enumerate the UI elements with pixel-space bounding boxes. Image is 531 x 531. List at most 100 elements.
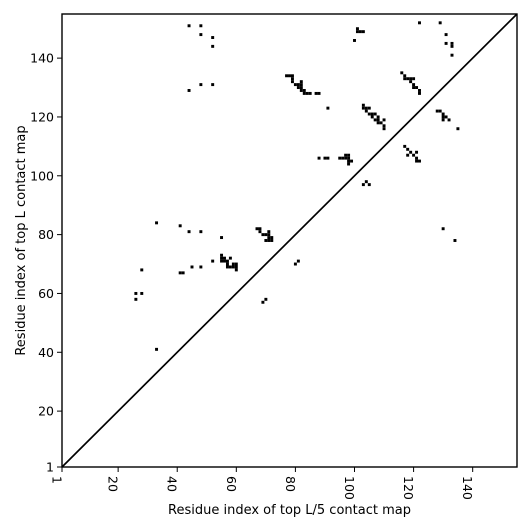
contact-point [290, 80, 294, 84]
contact-point [178, 271, 182, 275]
contact-point [341, 156, 345, 160]
contact-point [267, 233, 271, 237]
contact-point [199, 83, 203, 87]
contact-point [376, 118, 380, 122]
contact-point [358, 30, 362, 34]
contact-point [228, 265, 232, 269]
contact-point [438, 109, 442, 113]
contact-point [444, 41, 448, 45]
x-tick-label: 40 [165, 476, 180, 492]
contact-point [134, 291, 138, 295]
contact-point [155, 221, 159, 225]
contact-point [261, 300, 265, 304]
contact-point [438, 21, 442, 25]
contact-point [187, 89, 191, 92]
contact-point [361, 183, 365, 187]
contact-point [347, 153, 351, 157]
contact-point [347, 159, 351, 163]
contact-point [350, 159, 354, 163]
contact-point [453, 239, 457, 242]
contact-point [290, 74, 294, 78]
contact-point [361, 30, 365, 34]
contact-point [344, 153, 348, 157]
contact-point [293, 262, 297, 266]
contact-point [299, 83, 303, 87]
contact-point [299, 86, 303, 90]
contact-point [406, 147, 410, 151]
contact-point [444, 33, 448, 37]
contact-point [270, 236, 274, 240]
contact-point [382, 118, 386, 122]
contact-point [326, 156, 330, 160]
contact-point [305, 91, 309, 95]
x-axis-label: Residue index of top L/5 contact map [168, 503, 411, 518]
contact-point [409, 77, 413, 81]
contact-point [199, 265, 203, 269]
contact-point [364, 106, 368, 110]
contact-point [296, 83, 300, 87]
contact-point [140, 291, 144, 295]
contact-point [308, 91, 312, 95]
contact-point [220, 253, 224, 257]
contact-point [373, 118, 377, 122]
diagonal-line [61, 13, 518, 468]
contact-point [367, 183, 371, 187]
contact-point [373, 112, 377, 116]
contact-point [412, 86, 416, 90]
contact-point [415, 150, 419, 154]
contact-point [220, 256, 224, 260]
contact-point [403, 144, 407, 148]
contact-point [323, 156, 327, 160]
contact-point [347, 162, 351, 166]
contact-point [435, 109, 439, 113]
contact-point [355, 30, 359, 34]
contact-point [225, 259, 229, 263]
contact-point [412, 77, 416, 81]
contact-point [211, 259, 215, 263]
contact-point [290, 77, 294, 81]
contact-point [382, 127, 386, 131]
contact-point [367, 112, 371, 116]
contact-point [412, 153, 416, 157]
contact-point [355, 27, 359, 31]
contact-point [231, 265, 235, 269]
y-axis-label: Residue index of top L contact map [14, 125, 29, 355]
contact-point [211, 83, 215, 87]
contact-point [364, 180, 368, 184]
contact-point [456, 127, 460, 131]
contact-point [347, 156, 351, 160]
y-tick-label: 80 [38, 227, 54, 242]
contact-point [409, 80, 413, 84]
contact-point [267, 239, 271, 242]
contact-point [450, 53, 454, 57]
contact-points [134, 21, 460, 351]
contact-point [288, 74, 291, 78]
contact-point [134, 297, 138, 301]
contact-point [264, 297, 268, 301]
contact-point [418, 21, 421, 25]
contact-point [190, 265, 194, 269]
contact-point [234, 262, 238, 266]
contact-point [400, 71, 404, 75]
contact-point [450, 44, 454, 48]
contact-point [418, 89, 421, 92]
contact-point [367, 106, 371, 110]
contact-point [415, 156, 419, 160]
contact-point [444, 115, 448, 119]
contact-point [418, 159, 421, 163]
contact-point [223, 259, 226, 263]
contact-point [181, 271, 185, 275]
x-tick-label: 100 [342, 476, 357, 500]
contact-point [155, 347, 159, 351]
contact-point [225, 265, 229, 269]
contact-point [270, 239, 274, 242]
contact-point [211, 36, 215, 39]
contact-point [317, 91, 321, 95]
contact-point [293, 83, 297, 87]
contact-point [403, 77, 407, 81]
contact-point [140, 268, 144, 272]
contact-point [264, 233, 268, 237]
contact-point [353, 39, 356, 42]
contact-point [178, 224, 182, 228]
